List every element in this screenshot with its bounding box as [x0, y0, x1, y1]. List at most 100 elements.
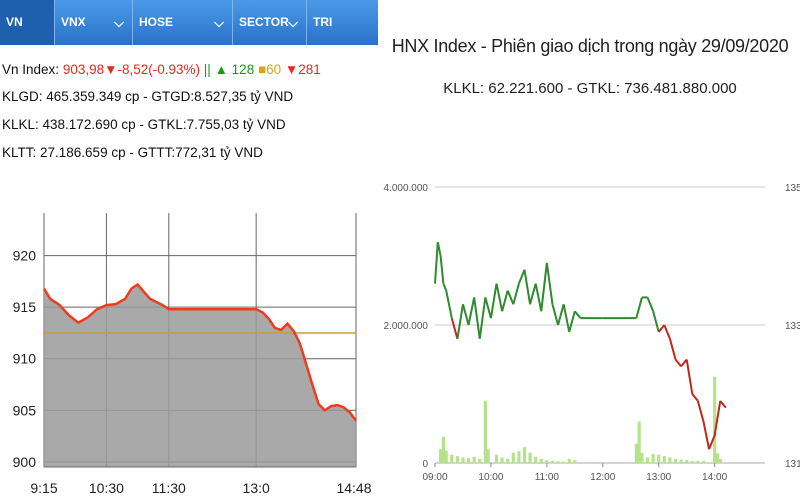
volume-bar: [461, 457, 465, 463]
volume-bar: [534, 456, 538, 463]
market-tab-bar: VN INDEX VNX ⌵ HOSE ⌵ SECTOR ⌵ TRI: [0, 0, 378, 74]
tab-vnx[interactable]: VNX ⌵: [55, 0, 133, 45]
x-tick-label: 11:00: [535, 472, 560, 483]
volume-bar: [472, 456, 476, 463]
price-segment: [574, 310, 582, 319]
tab-sector[interactable]: SECTOR ⌵: [233, 0, 307, 45]
price-segment: [489, 283, 498, 319]
volume-bar: [556, 461, 560, 463]
chevron-down-icon: ⌵: [114, 15, 124, 30]
price-segment: [545, 262, 554, 305]
volume-bar: [486, 449, 490, 463]
volume-bar: [696, 460, 700, 463]
price-line: [42, 282, 358, 422]
price-segment: [668, 338, 677, 360]
x-tick-label: 10:30: [89, 480, 124, 496]
volume-bar: [690, 460, 694, 463]
volume-bar: [517, 451, 521, 463]
price-segment: [719, 400, 727, 409]
index-value: 903,98: [62, 62, 105, 77]
price-segment: [462, 304, 470, 326]
price-segment: [473, 297, 481, 339]
up-count: ▲ 128: [214, 62, 255, 77]
price-segment: [680, 358, 688, 368]
price-segment: [557, 304, 565, 326]
price-segment: [635, 297, 643, 319]
x-tick-label: 13:0: [243, 480, 270, 496]
y-tick-label: 915: [13, 299, 37, 315]
price-segment: [445, 290, 453, 319]
y-tick-label: 900: [13, 454, 37, 470]
volume-bar: [651, 454, 655, 463]
chevron-down-icon: ⌵: [288, 15, 298, 30]
price-segment: [652, 310, 660, 333]
tab-hose-label: HOSE: [139, 15, 174, 29]
price-segment: [663, 324, 671, 340]
volume-bar: [528, 452, 532, 463]
x-tick-label: 10:00: [478, 472, 503, 483]
x-tick-label: 13:00: [646, 472, 671, 483]
tab-vn-index[interactable]: VN INDEX: [0, 0, 55, 74]
volume-bar: [450, 454, 454, 463]
tab-tri-label: TRI: [313, 15, 333, 29]
index-change: ▼-8,52(-0.93%): [104, 62, 201, 77]
x-tick-label: 14:48: [336, 480, 371, 496]
volume-bar: [506, 458, 510, 463]
volume-bar: [466, 458, 471, 463]
volume-bar: [511, 452, 515, 463]
price-segment: [456, 304, 464, 339]
volume-bar: [441, 436, 445, 463]
x-tick-label: 9:15: [30, 480, 57, 496]
price-segment: [529, 283, 537, 305]
volume-bar: [645, 457, 650, 463]
price-segment: [540, 262, 548, 312]
volume-bar: [713, 376, 717, 463]
price-segment: [495, 283, 504, 312]
price-segment: [517, 269, 526, 284]
y-tick-label: 920: [13, 248, 37, 264]
price-segment: [484, 297, 492, 319]
hnx-chart-title: HNX Index - Phiên giao dịch trong ngày 2…: [391, 36, 789, 56]
x-tick-label: 14:00: [702, 472, 727, 483]
volume-bar: [673, 458, 678, 463]
x-tick-label: 09:00: [422, 472, 447, 483]
volume-bar: [500, 457, 504, 463]
price-segment: [674, 358, 682, 368]
volume-bar: [715, 453, 720, 463]
volume-bar: [539, 458, 543, 463]
volume-bar: [657, 454, 661, 463]
price-segment: [506, 290, 515, 305]
y-right-tick-label: 133: [785, 321, 800, 332]
volume-bar: [662, 456, 666, 463]
price-segment: [436, 242, 442, 257]
y-left-tick-label: 4.000.000: [384, 183, 429, 194]
price-segment: [439, 255, 445, 284]
volume-bar: [573, 460, 577, 463]
price-segment: [534, 283, 543, 312]
volume-bar: [640, 452, 644, 463]
x-tick-label: 11:30: [152, 480, 186, 496]
price-segment: [685, 359, 694, 395]
index-label: Vn Index:: [2, 62, 60, 77]
hnx-chart-subtitle: KLKL: 62.221.600 - GTKL: 736.481.880.000: [443, 80, 737, 97]
tab-vnx-label: VNX: [61, 15, 86, 29]
price-segment: [568, 310, 576, 333]
tab-hose[interactable]: HOSE ⌵: [133, 0, 233, 45]
price-segment: [442, 283, 448, 291]
x-tick-label: 12:00: [590, 472, 615, 483]
hnx-intraday-chart: 0 131 2.000.000 133 4.000.000 135 09:00 10:00 11…: [384, 183, 800, 483]
price-segment: [478, 297, 487, 339]
volume-bar: [679, 459, 683, 463]
klkl-line: KLKL: 438.172.690 cp - GTKL:7.755,03 tỷ …: [2, 117, 286, 132]
price-segment: [646, 297, 655, 312]
price-segment: [691, 393, 699, 402]
tab-vn-index-label: VN INDEX: [6, 15, 43, 74]
tab-tri[interactable]: TRI: [307, 0, 378, 45]
y-tick-label: 910: [13, 351, 37, 367]
volume-bar: [494, 454, 499, 463]
price-segment: [523, 269, 532, 305]
volume-bar: [483, 400, 487, 463]
price-segment: [562, 304, 571, 333]
price-segment: [696, 400, 705, 422]
volume-bar: [634, 443, 638, 463]
